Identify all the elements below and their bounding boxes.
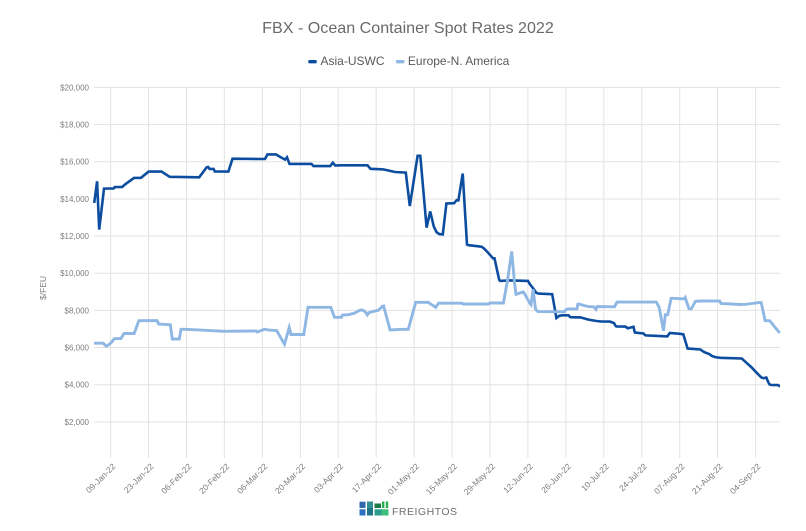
svg-text:$8,000: $8,000 [65,306,90,315]
svg-text:$12,000: $12,000 [60,232,89,241]
svg-text:Europe-N. America: Europe-N. America [408,54,510,68]
svg-text:$/FEU: $/FEU [38,276,48,300]
svg-text:$20,000: $20,000 [60,83,89,92]
svg-text:FREIGHTOS: FREIGHTOS [392,506,458,518]
svg-text:$2,000: $2,000 [65,418,90,427]
svg-text:$10,000: $10,000 [60,269,89,278]
svg-text:$4,000: $4,000 [65,381,90,390]
svg-text:Asia-USWC: Asia-USWC [321,54,385,68]
svg-text:FBX - Ocean Container Spot Rat: FBX - Ocean Container Spot Rates 2022 [262,19,554,37]
svg-text:$16,000: $16,000 [60,158,89,167]
svg-text:$18,000: $18,000 [60,121,89,130]
svg-text:$14,000: $14,000 [60,195,89,204]
svg-text:$6,000: $6,000 [65,343,90,352]
